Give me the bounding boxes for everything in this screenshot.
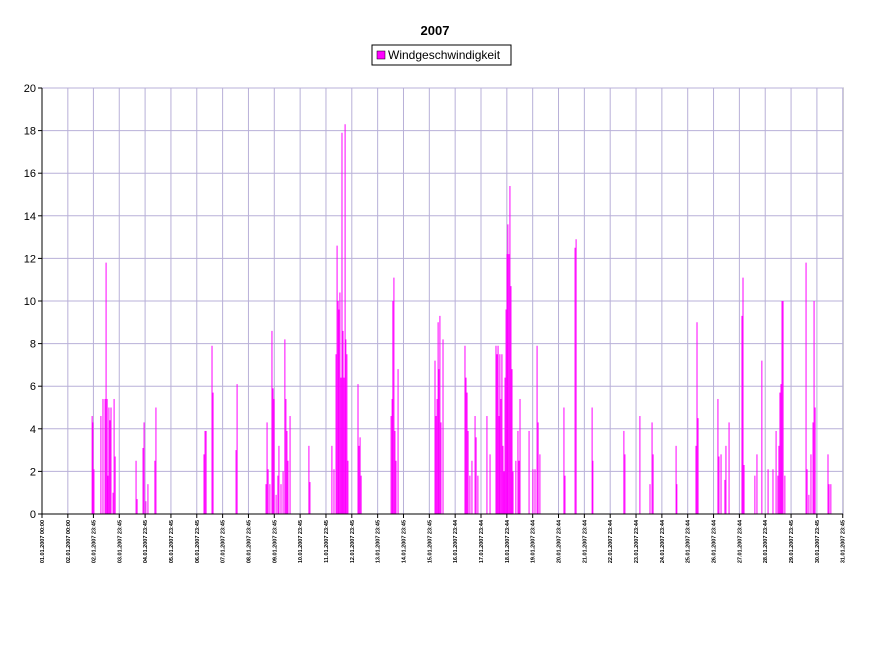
- x-tick-label: 10.01.2007 23:45: [298, 520, 304, 563]
- x-tick-label: 17.01.2007 23:44: [479, 519, 485, 563]
- legend-label: Windgeschwindigkeit: [388, 48, 501, 62]
- y-tick-label: 14: [24, 211, 36, 223]
- x-tick-label: 18.01.2007 23:44: [505, 519, 511, 563]
- y-tick-label: 0: [30, 509, 36, 521]
- x-tick-label: 03.01.2007 23:45: [117, 520, 123, 563]
- x-tick-label: 12.01.2007 23:45: [350, 520, 356, 563]
- x-tick-label: 26.01.2007 23:44: [712, 519, 718, 563]
- x-tick-label: 15.01.2007 23:45: [427, 520, 433, 563]
- x-tick-label: 07.01.2007 23:45: [221, 520, 227, 563]
- x-tick-label: 20.01.2007 23:44: [557, 519, 563, 563]
- x-tick-label: 21.01.2007 23:44: [582, 519, 588, 563]
- x-tick-label: 24.01.2007 23:44: [660, 519, 666, 563]
- x-tick-label: 13.01.2007 23:45: [376, 520, 382, 563]
- x-tick-label: 06.01.2007 23:45: [195, 520, 201, 563]
- x-tick-label: 02.01.2007 23:45: [91, 520, 97, 563]
- y-tick-label: 10: [24, 296, 36, 308]
- x-tick-label: 08.01.2007 23:45: [246, 520, 252, 563]
- chart-title: 2007: [421, 23, 450, 38]
- legend-box: [371, 44, 512, 66]
- y-tick-label: 8: [30, 339, 36, 351]
- x-tick-label: 11.01.2007 23:45: [324, 520, 330, 563]
- x-tick-label: 19.01.2007 23:44: [531, 519, 537, 563]
- y-tick-label: 16: [24, 168, 36, 180]
- y-tick-label: 20: [24, 83, 36, 95]
- x-tick-label: 16.01.2007 23:44: [453, 519, 459, 563]
- x-tick-label: 30.01.2007 23:45: [815, 520, 821, 563]
- x-tick-label: 28.01.2007 23:44: [763, 519, 769, 563]
- x-tick-label: 29.01.2007 23:45: [789, 520, 795, 563]
- x-tick-label: 22.01.2007 23:44: [608, 519, 614, 563]
- y-tick-label: 12: [24, 253, 36, 265]
- y-tick-label: 6: [30, 381, 36, 393]
- x-tick-label: 05.01.2007 23:45: [169, 520, 175, 563]
- x-tick-label: 01.01.2007 00:00: [40, 520, 46, 563]
- y-tick-label: 2: [30, 466, 36, 478]
- legend-swatch: [376, 50, 386, 60]
- x-tick-label: 31.01.2007 23:45: [841, 520, 847, 563]
- x-tick-label: 04.01.2007 23:45: [143, 520, 149, 563]
- y-tick-label: 4: [30, 424, 36, 436]
- x-tick-label: 25.01.2007 23:44: [686, 519, 692, 563]
- x-tick-label: 02.01.2007 00:00: [66, 520, 72, 563]
- x-tick-label: 23.01.2007 23:44: [634, 519, 640, 563]
- x-tick-label: 14.01.2007 23:45: [401, 520, 407, 563]
- y-tick-label: 18: [24, 126, 36, 138]
- x-tick-label: 09.01.2007 23:45: [272, 520, 278, 563]
- x-tick-label: 27.01.2007 23:44: [737, 519, 743, 563]
